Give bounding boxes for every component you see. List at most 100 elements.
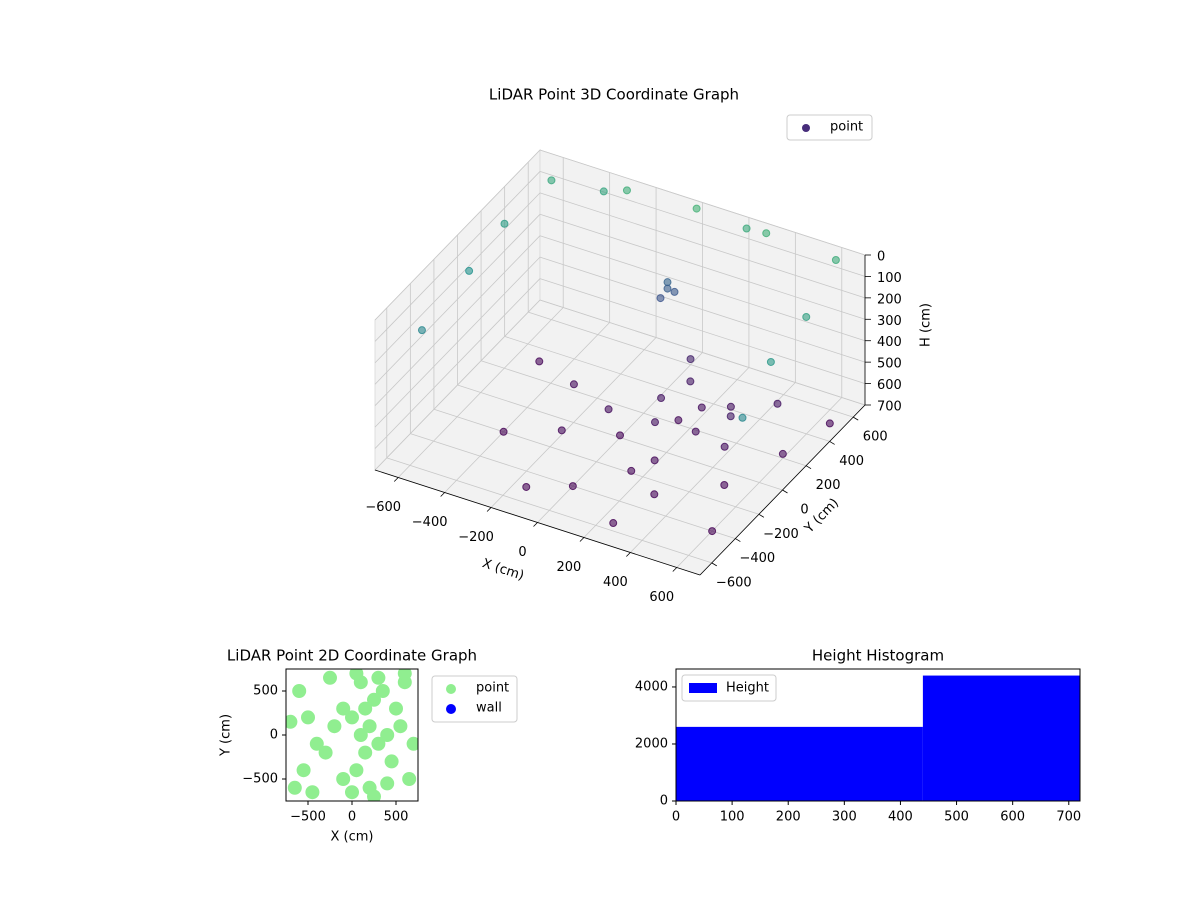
- y-tick-label: 4000: [635, 679, 668, 694]
- point: [720, 481, 729, 489]
- y-tick-label: 500: [253, 684, 278, 699]
- point: [604, 405, 613, 414]
- y-tick-label: 2000: [635, 736, 668, 751]
- legend-box: [681, 674, 777, 702]
- tick-mark: [440, 492, 445, 497]
- y-tick-label: −500: [242, 772, 278, 787]
- grid-line: [539, 149, 866, 256]
- x-tick-label: 200: [557, 560, 582, 575]
- point: [569, 380, 578, 389]
- tick-mark: [805, 465, 812, 470]
- point: [825, 419, 834, 428]
- plot-points: [286, 669, 418, 801]
- point: [656, 294, 665, 303]
- grid-line: [480, 360, 807, 467]
- grid-line: [374, 256, 541, 428]
- point: [371, 670, 386, 685]
- tick-mark: [735, 538, 741, 542]
- x-tick-label: 300: [832, 810, 857, 825]
- tick-mark: [626, 552, 631, 557]
- point: [380, 728, 395, 742]
- x-tick-label: 100: [720, 810, 745, 825]
- grid-line: [374, 278, 541, 449]
- point: [301, 710, 315, 725]
- point: [650, 490, 659, 499]
- point: [389, 701, 403, 716]
- grid-line: [539, 256, 866, 363]
- point: [318, 745, 333, 760]
- point: [367, 789, 381, 801]
- point: [522, 482, 531, 491]
- grid-line: [539, 213, 866, 320]
- tick-mark: [853, 416, 859, 421]
- x-tick-label: 500: [384, 810, 409, 825]
- z-tick-label: 500: [877, 357, 902, 372]
- x-tick-label: −400: [412, 515, 448, 530]
- point: [349, 763, 364, 778]
- grid-line: [386, 457, 712, 564]
- legend-label: point: [830, 120, 863, 135]
- grid-line: [504, 336, 830, 442]
- x-tick-label: 600: [649, 590, 674, 605]
- point: [345, 710, 359, 725]
- point: [738, 413, 747, 422]
- grid-line: [374, 299, 541, 471]
- point: [336, 772, 351, 786]
- chart-title: LiDAR Point 3D Coordinate Graph: [489, 86, 739, 104]
- point: [742, 224, 751, 233]
- point: [535, 357, 544, 366]
- point: [692, 204, 701, 213]
- x-tick-label: 0: [348, 810, 356, 825]
- point: [766, 357, 775, 366]
- point: [309, 736, 324, 751]
- tick-mark: [393, 477, 399, 482]
- point: [292, 684, 307, 698]
- point: [397, 669, 412, 681]
- point: [547, 176, 556, 185]
- tick-mark: [672, 567, 678, 572]
- y-tick-label: 200: [816, 478, 841, 493]
- point: [402, 772, 417, 786]
- point: [375, 684, 390, 698]
- point: [697, 403, 706, 412]
- legend-marker: [446, 684, 456, 694]
- point: [616, 431, 624, 440]
- axes-frame: [675, 668, 1081, 802]
- point: [499, 427, 508, 436]
- point: [345, 785, 359, 800]
- grid-line: [539, 299, 866, 406]
- z-tick-label: 100: [877, 271, 902, 286]
- legend-label: Height: [726, 681, 769, 696]
- point: [353, 728, 368, 742]
- x-tick-label: 600: [1000, 810, 1025, 825]
- z-tick-label: 200: [877, 292, 902, 307]
- grid-line: [528, 311, 854, 418]
- point: [557, 426, 566, 435]
- tick-mark: [758, 513, 765, 518]
- point: [674, 416, 683, 425]
- grid-line: [374, 235, 541, 406]
- point: [384, 754, 399, 769]
- grid-line: [433, 408, 760, 515]
- legend-box: [786, 114, 873, 141]
- y-tick-label: 400: [839, 454, 864, 469]
- point: [778, 449, 787, 458]
- x-tick-label: −500: [290, 810, 326, 825]
- point: [627, 466, 636, 475]
- bar: [922, 675, 1080, 801]
- point: [465, 266, 474, 275]
- z-tick-label: 600: [877, 378, 902, 393]
- legend-marker: [446, 704, 456, 714]
- legend-marker: [802, 124, 810, 132]
- x-axis-label: X (cm): [480, 556, 526, 584]
- grid-line: [539, 235, 866, 342]
- tick-mark: [533, 522, 538, 527]
- point: [367, 692, 381, 707]
- point: [371, 736, 386, 751]
- x-tick-label: 200: [776, 810, 801, 825]
- grid-line: [374, 171, 541, 342]
- x-axis-line: [374, 469, 701, 576]
- y-tick-label: −200: [763, 527, 799, 542]
- point: [720, 442, 729, 451]
